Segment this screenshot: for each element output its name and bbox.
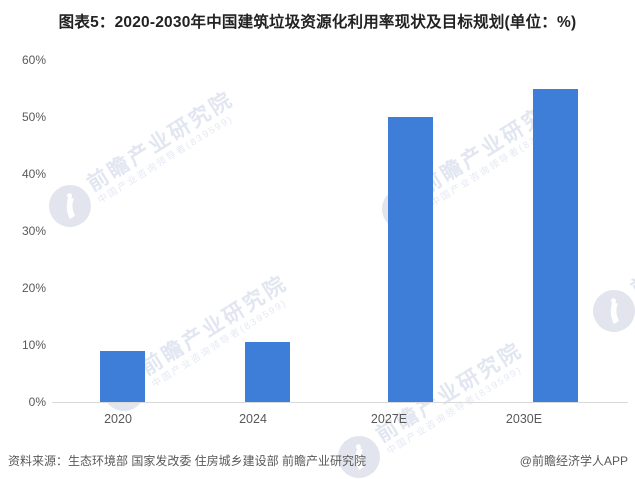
y-axis-tick-label: 10% (21, 338, 46, 352)
y-axis-tick-label: 0% (28, 395, 46, 409)
source-note: 资料来源：生态环境部 国家发改委 住房城乡建设部 前瞻产业研究院 (8, 454, 367, 468)
watermark-credit: @前瞻经济学人APP (519, 454, 628, 468)
brand-watermark: 前瞻产业研究院中国产业咨询领导者(839599) (41, 85, 246, 235)
chart-title: 图表5：2020-2030年中国建筑垃圾资源化利用率现状及目标规划(单位：%) (58, 14, 577, 31)
watermark-brand-text: 前瞻产业研究院 (627, 192, 635, 302)
x-axis-line (52, 402, 628, 403)
y-axis-tick-label: 30% (21, 224, 46, 238)
y-axis-tick-label: 20% (21, 281, 46, 295)
x-axis-label-2030E: 2030E (505, 412, 543, 426)
x-axis-label-2024: 2024 (239, 412, 267, 426)
x-axis-label-2020: 2020 (104, 412, 132, 426)
footer: 资料来源：生态环境部 国家发改委 住房城乡建设部 前瞻产业研究院 @前瞻经济学人… (8, 452, 628, 469)
qianzhan-bird-logo-icon (49, 185, 91, 227)
qianzhan-bird-logo-icon (593, 290, 635, 332)
watermark-subtitle-text: 中国产业咨询领导者(839599) (95, 112, 236, 206)
watermark-brand-text: 前瞻产业研究院 (83, 87, 239, 197)
y-axis-tick-label: 60% (21, 53, 46, 67)
bar-2027E (387, 117, 433, 402)
bar-2024 (244, 342, 290, 402)
x-axis-label-2027E: 2027E (370, 412, 408, 426)
bar-2020 (99, 350, 145, 402)
y-axis-tick-label: 50% (21, 110, 46, 124)
y-axis-tick-label: 40% (21, 167, 46, 181)
bar-2030E (532, 88, 578, 402)
